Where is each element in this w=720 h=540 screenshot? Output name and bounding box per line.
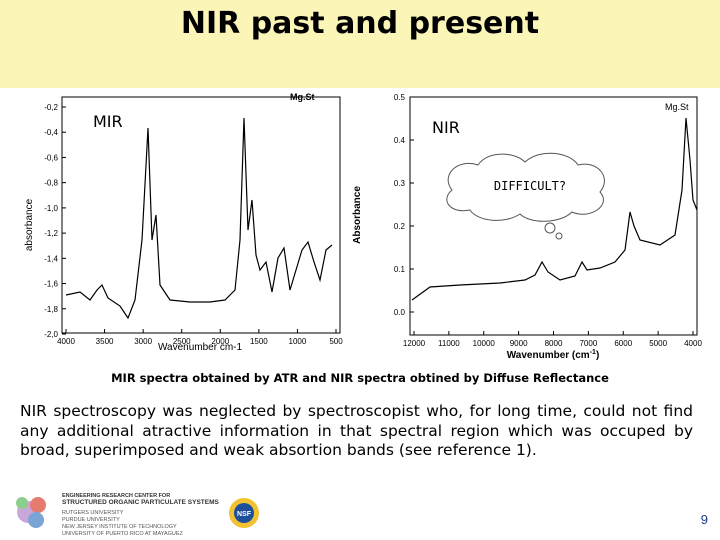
y-tick-label: -0,2 (44, 103, 58, 112)
x-tick-label: 11000 (438, 339, 460, 348)
logo-text: STRUCTURED ORGANIC PARTICULATE SYSTEMS (62, 499, 220, 506)
x-tick-label: 6000 (614, 339, 632, 348)
y-tick-label: -0,6 (44, 153, 58, 162)
callout-text: DIFFICULT? (494, 179, 566, 193)
y-label: absorbance (24, 198, 35, 251)
plot-frame (61, 96, 341, 334)
y-tick-label: 0.3 (394, 179, 406, 188)
x-tick-label: 8000 (545, 339, 563, 348)
x-tick-label: 9000 (510, 339, 528, 348)
logo-text: RUTGERS UNIVERSITY (62, 510, 124, 516)
callout-bubble (555, 232, 563, 240)
plot-title: Mg.St (290, 92, 315, 102)
slide-title: NIR past and present (181, 6, 539, 41)
x-tick-label: 5000 (649, 339, 667, 348)
y-tick-label: -0,8 (44, 179, 58, 188)
y-tick-label: -1,8 (44, 305, 58, 314)
x-label: Wavenumber cm-1 (158, 342, 243, 353)
logo-text: PURDUE UNIVERSITY (62, 517, 120, 523)
y-tick-label: 0.1 (394, 265, 406, 274)
x-tick-label: 1000 (289, 337, 307, 346)
y-tick-label: -1,6 (44, 280, 58, 289)
logo-text: ENGINEERING RESEARCH CENTER FOR (62, 493, 170, 499)
nir-spectrum (411, 117, 698, 301)
x-tick-label: 7000 (579, 339, 597, 348)
y-tick-label: 0.5 (394, 93, 406, 102)
x-tick-label: 1500 (250, 337, 268, 346)
x-tick-label: 500 (329, 337, 343, 346)
x-tick-label: 4000 (57, 337, 75, 346)
callout-bubble (544, 222, 556, 234)
title-band (0, 0, 720, 88)
logo-icon (30, 497, 46, 513)
logo-icon (16, 497, 28, 509)
logo-text: UNIVERSITY OF PUERTO RICO AT MAYAGUEZ (62, 531, 184, 537)
x-tick-label: 2500 (173, 337, 191, 346)
footer-logo: NSF ENGINEERING RESEARCH CENTER FORSTRUC… (16, 493, 259, 537)
y-label: Absorbance (352, 186, 363, 244)
x-tick-label: 10000 (473, 339, 496, 348)
y-tick-label: -1,0 (44, 204, 58, 213)
logo-icon (28, 512, 44, 528)
y-tick-label: -1,2 (44, 229, 58, 238)
y-tick-label: -1,4 (44, 254, 58, 263)
x-tick-label: 4000 (684, 339, 702, 348)
x-tick-label: 3500 (96, 337, 114, 346)
caption: MIR spectra obtained by ATR and NIR spec… (111, 371, 609, 385)
logo-text: NEW JERSEY INSTITUTE OF TECHNOLOGY (62, 524, 177, 530)
x-tick-label: 2000 (211, 337, 229, 346)
nsf-text: NSF (237, 511, 252, 518)
x-tick-label: 3000 (134, 337, 152, 346)
mir-spectrum (65, 117, 333, 320)
y-tick-label: -2,0 (44, 330, 58, 339)
y-tick-label: -0,4 (44, 128, 58, 137)
page-number: 9 (701, 512, 708, 527)
x-label: Wavenumber (cm-1) (507, 349, 600, 361)
mir-plot: MIR Mg.St absorbance Wavenumber cm-1 -0,… (24, 92, 343, 353)
callout-cloud (446, 152, 605, 222)
x-tick-label: 12000 (403, 339, 426, 348)
y-tick-label: 0.4 (394, 136, 406, 145)
nir-plot: NIR Mg.St Absorbance Wavenumber (cm-1) D… (352, 93, 702, 361)
y-tick-label: 0.0 (394, 308, 406, 317)
body-text: NIR spectroscopy was neglected by spectr… (20, 402, 693, 459)
plot-label: NIR (432, 118, 460, 137)
plot-label: MIR (93, 112, 123, 131)
y-tick-label: 0.2 (394, 222, 406, 231)
plot-title: Mg.St (665, 102, 689, 112)
nsf-logo (234, 503, 254, 523)
